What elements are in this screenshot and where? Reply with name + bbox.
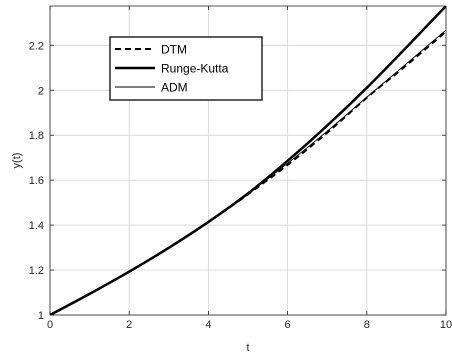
- x-tick-label: 10: [440, 319, 452, 331]
- y-tick-label: 1.4: [29, 220, 44, 232]
- x-tick-label: 8: [364, 319, 370, 331]
- series-line-dtm: [50, 30, 446, 315]
- plot-frame: [49, 5, 447, 316]
- x-tick-label: 6: [285, 319, 291, 331]
- ticks: [49, 6, 447, 316]
- x-tick-label: 2: [126, 319, 132, 331]
- legend-label-dtm: DTM: [161, 43, 187, 57]
- y-tick-label: 1: [38, 310, 44, 322]
- y-tick-label: 1.2: [29, 265, 44, 277]
- y-tick-label: 2: [38, 85, 44, 97]
- y-tick-label: 1.8: [29, 130, 44, 142]
- series-group: [50, 6, 446, 315]
- x-tick-label: 4: [205, 319, 211, 331]
- legend-label-runge-kutta: Runge-Kutta: [161, 62, 229, 76]
- y-tick-label: 1.6: [29, 175, 44, 187]
- legend-label-adm: ADM: [161, 81, 188, 95]
- x-tick-label: 0: [47, 319, 53, 331]
- y-tick-label: 2.2: [29, 40, 44, 52]
- x-axis-label: t: [246, 342, 249, 354]
- legend: DTM Runge-Kutta ADM: [109, 36, 263, 101]
- y-axis-label: y(t): [11, 153, 23, 169]
- tick-labels: 0 2 4 6 8 10 1 1.2 1.4 1.6 1.8 2 2.2: [29, 40, 452, 331]
